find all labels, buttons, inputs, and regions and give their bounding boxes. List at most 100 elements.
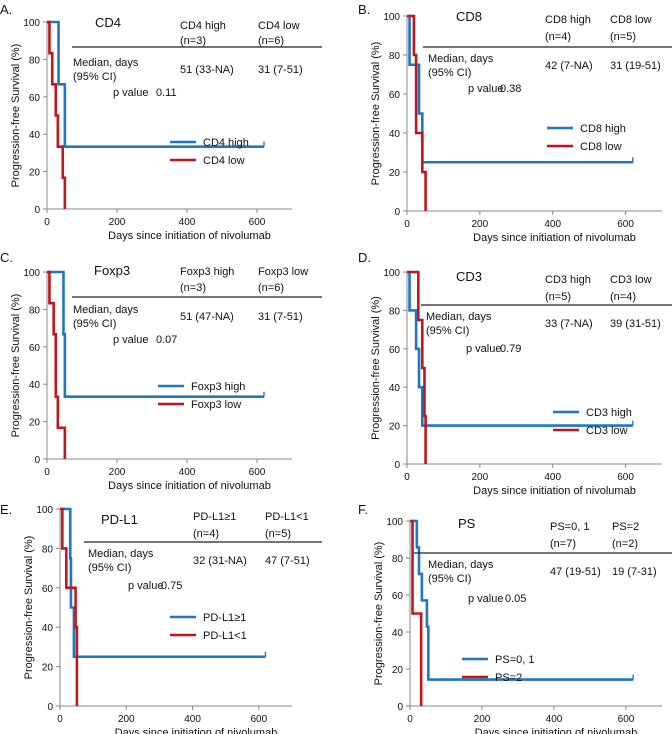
group-n-high: (n=3) xyxy=(180,35,206,47)
x-tick-label: 200 xyxy=(109,467,126,478)
x-tick-label: 200 xyxy=(472,219,489,230)
group-header-low: PD-L1<1 xyxy=(265,511,309,523)
y-tick-label: 60 xyxy=(29,343,41,354)
x-tick-label: 400 xyxy=(179,217,196,228)
x-tick-label: 0 xyxy=(404,219,410,230)
x-tick-label: 400 xyxy=(179,467,196,478)
y-tick-label: 80 xyxy=(42,544,54,555)
y-tick-label: 80 xyxy=(29,305,41,316)
legend-label-high: PD-L1≥1 xyxy=(203,612,246,624)
x-axis-label: Days since initiation of nivolumab xyxy=(108,230,271,242)
panel-label: F. xyxy=(358,502,368,517)
pvalue-label: p value xyxy=(128,580,163,592)
km-panel-1: A. CD4 0 20 40 60 80 100 0 200 400 600 Days since in… xyxy=(0,2,322,242)
median-label: Median, days xyxy=(426,311,492,323)
y-tick-label: 100 xyxy=(23,268,40,279)
panel-label: E. xyxy=(0,502,12,517)
legend-label-high: CD4 high xyxy=(203,137,249,149)
ci-label: (95% CI) xyxy=(73,318,116,330)
y-tick-label: 60 xyxy=(392,591,404,602)
y-tick-label: 0 xyxy=(397,702,403,713)
x-tick-label: 200 xyxy=(118,714,135,725)
x-tick-label: 600 xyxy=(617,219,634,230)
x-tick-label: 400 xyxy=(184,714,201,725)
y-tick-label: 100 xyxy=(383,268,400,279)
x-axis-label: Days since initiation of nivolumab xyxy=(473,485,636,497)
survival-curve-low xyxy=(410,519,423,706)
x-tick-label: 0 xyxy=(44,217,50,228)
x-tick-label: 600 xyxy=(618,714,635,725)
y-axis-label: Progression-free Survival (%) xyxy=(373,542,385,686)
y-tick-label: 100 xyxy=(386,517,403,528)
panel-title: CD4 xyxy=(95,15,121,30)
x-tick-label: 600 xyxy=(251,714,268,725)
legend: CD8 high CD8 low xyxy=(547,123,626,153)
y-tick-label: 20 xyxy=(392,665,404,676)
panel-title: PD-L1 xyxy=(101,512,138,527)
x-axis-label: Days since initiation of nivolumab xyxy=(115,727,278,734)
x-tick-label: 0 xyxy=(404,472,410,483)
y-tick-label: 40 xyxy=(42,623,54,634)
y-tick-label: 100 xyxy=(383,12,400,23)
median-value-high: 32 (31-NA) xyxy=(193,555,247,567)
survival-curve-low xyxy=(407,14,427,211)
y-tick-label: 40 xyxy=(389,383,401,394)
y-tick-label: 20 xyxy=(389,168,401,179)
pvalue-label: p value xyxy=(468,83,503,95)
legend-label-low: CD3 low xyxy=(586,425,628,437)
group-n-low: (n=5) xyxy=(610,31,636,43)
y-tick-label: 20 xyxy=(29,418,41,429)
y-tick-label: 80 xyxy=(392,554,404,565)
y-tick-label: 60 xyxy=(389,90,401,101)
median-value-low: 31 (7-51) xyxy=(258,64,303,76)
survival-curve-high xyxy=(407,270,633,427)
median-value-low: 31 (7-51) xyxy=(258,311,303,323)
group-n-high: (n=7) xyxy=(550,538,576,550)
y-tick-label: 0 xyxy=(47,702,53,713)
legend-label-low: CD4 low xyxy=(203,155,245,167)
survival-curve-low xyxy=(60,507,79,706)
group-n-low: (n=6) xyxy=(258,35,284,47)
y-axis-label: Progression-free Survival (%) xyxy=(370,42,382,186)
pvalue-label: p value xyxy=(468,593,503,605)
group-n-high: (n=3) xyxy=(180,282,206,294)
group-header-high: CD3 high xyxy=(545,274,591,286)
x-tick-label: 600 xyxy=(617,472,634,483)
x-tick-label: 400 xyxy=(546,714,563,725)
pvalue-value: 0.11 xyxy=(156,87,177,99)
legend: PS=0, 1 PS=2 xyxy=(462,654,534,684)
y-tick-label: 100 xyxy=(36,505,53,516)
legend-label-high: CD3 high xyxy=(586,407,632,419)
ci-label: (95% CI) xyxy=(73,71,116,83)
legend-label-high: PS=0, 1 xyxy=(495,654,534,666)
km-panel-3: C. Foxp3 0 20 40 60 80 100 0 200 400 600 Days since … xyxy=(0,250,322,492)
group-n-high: (n=4) xyxy=(545,31,571,43)
pvalue-label: p value xyxy=(466,343,501,355)
legend-label-low: CD8 low xyxy=(580,141,622,153)
legend-label-low: Foxp3 low xyxy=(191,399,241,411)
km-panel-2: B. CD8 0 20 40 60 80 100 0 200 400 600 Days since in… xyxy=(358,2,672,244)
km-panel-4: D. CD3 0 20 40 60 80 100 0 200 400 600 Days since in… xyxy=(358,250,672,497)
group-header-high: Foxp3 high xyxy=(180,266,234,278)
legend-label-low: PD-L1<1 xyxy=(203,630,247,642)
x-tick-label: 200 xyxy=(109,217,126,228)
legend-label-high: CD8 high xyxy=(580,123,626,135)
y-tick-label: 40 xyxy=(389,129,401,140)
y-tick-label: 40 xyxy=(29,380,41,391)
y-tick-label: 40 xyxy=(29,130,41,141)
panel-label: D. xyxy=(358,250,371,265)
legend: CD3 high CD3 low xyxy=(553,407,632,437)
y-tick-label: 100 xyxy=(23,18,40,29)
y-tick-label: 0 xyxy=(34,205,40,216)
x-axis-label: Days since initiation of nivolumab xyxy=(473,232,636,244)
panel-title: PS xyxy=(458,516,476,531)
legend: PD-L1≥1 PD-L1<1 xyxy=(170,612,247,642)
y-tick-label: 80 xyxy=(389,306,401,317)
y-tick-label: 60 xyxy=(29,93,41,104)
panel-title: CD8 xyxy=(456,9,482,24)
group-header-low: PS=2 xyxy=(612,521,639,533)
median-value-high: 47 (19-51) xyxy=(550,566,601,578)
y-tick-label: 0 xyxy=(394,207,400,218)
group-header-low: CD3 low xyxy=(610,274,652,286)
